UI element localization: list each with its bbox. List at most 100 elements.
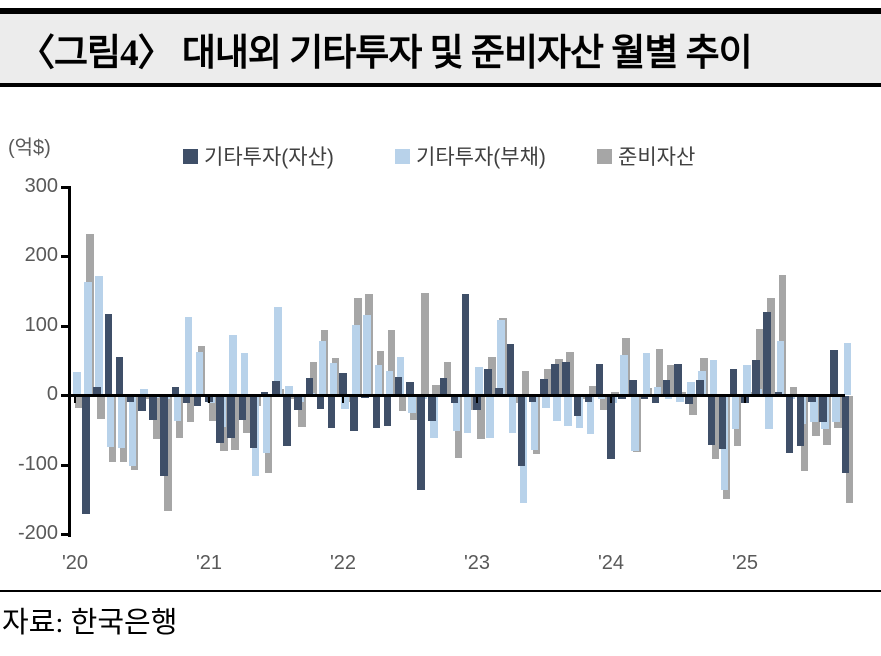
x-axis-line bbox=[68, 394, 845, 397]
x-axis-year-label: '23 bbox=[463, 552, 491, 574]
bar-reserve bbox=[689, 396, 697, 416]
bar-liability bbox=[542, 396, 550, 408]
y-axis-tick bbox=[61, 533, 68, 536]
bar-asset bbox=[160, 396, 168, 476]
bar-asset bbox=[138, 396, 146, 412]
bar-reserve bbox=[711, 396, 719, 459]
bar-liability bbox=[475, 366, 483, 395]
bar-reserve bbox=[142, 396, 150, 400]
bar-liability bbox=[620, 355, 628, 395]
bar-reserve bbox=[75, 396, 83, 408]
bar-asset bbox=[339, 373, 347, 395]
bar-liability bbox=[731, 396, 740, 430]
x-axis-year-label: '24 bbox=[597, 552, 625, 574]
y-axis-tick bbox=[61, 185, 68, 189]
bar-asset bbox=[484, 368, 492, 395]
bar-asset bbox=[383, 396, 392, 426]
bar-asset bbox=[450, 396, 459, 403]
bar-asset bbox=[674, 364, 682, 395]
x-axis-year-tick bbox=[342, 397, 344, 403]
bar-reserve bbox=[845, 396, 853, 504]
source-label: 자료: 한국은행 bbox=[2, 607, 178, 639]
bar-reserve bbox=[298, 396, 306, 427]
x-axis-year-label: '22 bbox=[329, 552, 357, 574]
bar-asset bbox=[729, 369, 738, 395]
bar-liability bbox=[262, 396, 271, 453]
x-axis-year-tick bbox=[208, 397, 210, 403]
bar-liability bbox=[631, 396, 639, 451]
bar-reserve bbox=[97, 396, 105, 419]
bar-liability bbox=[709, 360, 717, 395]
bar-asset bbox=[193, 396, 202, 407]
legend-item-liability: 기타투자(부채) bbox=[395, 144, 546, 169]
chart-legend: 기타투자(자산) 기타투자(부채) 준비자산 bbox=[0, 144, 881, 169]
bar-asset bbox=[629, 379, 637, 395]
bar-liability bbox=[508, 396, 516, 433]
bar-liability bbox=[497, 319, 505, 395]
bar-asset bbox=[182, 396, 191, 403]
bar-reserve bbox=[421, 292, 429, 395]
bar-asset bbox=[260, 391, 269, 395]
bar-reserve bbox=[387, 329, 396, 395]
legend-swatch-liability bbox=[395, 148, 410, 164]
bar-liability bbox=[810, 396, 818, 423]
bar-liability bbox=[597, 396, 606, 400]
bar-asset bbox=[216, 396, 224, 443]
bar-reserve bbox=[287, 396, 295, 400]
bar-liability bbox=[664, 396, 673, 400]
bar-liability bbox=[352, 324, 360, 395]
bar-liability bbox=[117, 396, 126, 449]
bar-asset bbox=[361, 396, 369, 399]
bar-reserve bbox=[309, 361, 317, 395]
y-axis-tick bbox=[61, 324, 68, 328]
bar-liability bbox=[285, 385, 293, 395]
bar-liability bbox=[240, 352, 248, 395]
bar-liability bbox=[843, 342, 851, 395]
bar-asset bbox=[763, 312, 771, 395]
bar-asset bbox=[82, 396, 90, 515]
bar-asset bbox=[406, 381, 414, 395]
bar-liability bbox=[687, 382, 695, 395]
bar-liability bbox=[140, 389, 148, 395]
y-axis-tick-label: -200 bbox=[17, 522, 58, 544]
bar-liability bbox=[452, 396, 461, 431]
bar-liability bbox=[564, 396, 572, 426]
bar-asset bbox=[718, 396, 727, 449]
bar-liability bbox=[374, 365, 382, 395]
bar-asset bbox=[517, 396, 526, 466]
bar-asset bbox=[428, 396, 436, 422]
source-divider bbox=[0, 590, 881, 592]
bar-asset bbox=[618, 396, 626, 400]
bar-asset bbox=[607, 396, 615, 460]
legend-swatch-reserve bbox=[597, 148, 612, 164]
bar-liability bbox=[341, 396, 349, 410]
bar-liability bbox=[676, 396, 684, 402]
bar-asset bbox=[372, 396, 380, 428]
bar-asset bbox=[249, 396, 258, 449]
bar-asset bbox=[327, 396, 336, 428]
bar-asset bbox=[461, 294, 470, 395]
bar-asset bbox=[115, 356, 124, 395]
bar-asset bbox=[439, 377, 447, 395]
bar-asset bbox=[126, 396, 135, 402]
bar-liability bbox=[586, 396, 595, 435]
bar-liability bbox=[184, 317, 193, 395]
y-axis-tick-label: 200 bbox=[24, 244, 58, 266]
bar-asset bbox=[171, 386, 179, 395]
bar-asset bbox=[104, 313, 112, 395]
bar-reserve bbox=[767, 297, 775, 395]
bar-asset bbox=[819, 396, 827, 422]
bar-reserve bbox=[588, 385, 597, 395]
bar-reserve bbox=[432, 385, 440, 395]
bar-liability bbox=[95, 276, 103, 395]
bar-asset bbox=[562, 361, 570, 395]
bar-asset bbox=[785, 396, 794, 453]
bar-reserve bbox=[756, 328, 764, 395]
bar-asset bbox=[394, 376, 403, 395]
bar-asset bbox=[707, 396, 715, 445]
bar-asset bbox=[595, 364, 604, 395]
x-axis-year-label: '21 bbox=[195, 552, 223, 574]
bar-liability bbox=[832, 396, 840, 422]
bar-liability bbox=[363, 315, 371, 395]
